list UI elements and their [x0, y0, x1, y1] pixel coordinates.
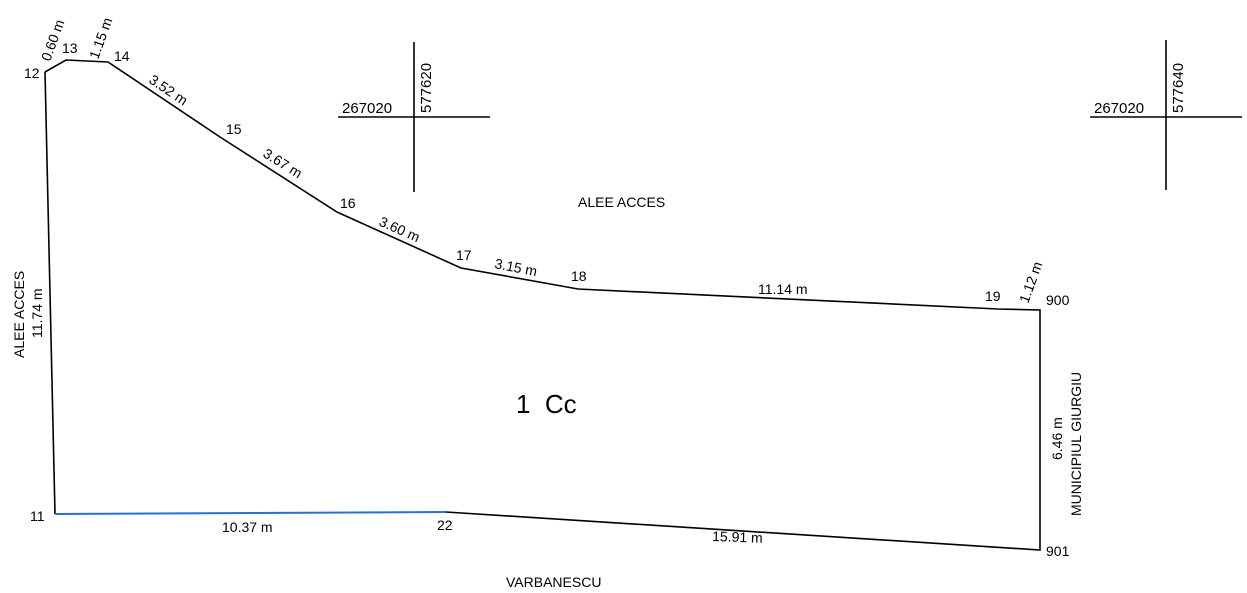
point-label-17: 17: [456, 247, 472, 263]
dimension-11-12: 11.74 m: [29, 288, 45, 338]
grid-mark-1-y-label: 577620: [418, 63, 435, 113]
point-label-11: 11: [30, 508, 45, 524]
parcel-boundary: [44, 59, 1041, 551]
north-boundary-line: [44, 59, 1041, 551]
point-label-19: 19: [985, 288, 1001, 304]
parcel-label: 1 Cc: [516, 389, 577, 419]
grid-mark-1: 267020 577620: [338, 42, 490, 192]
grid-mark-2-y-label: 577640: [1170, 63, 1187, 113]
neighbor-labels: ALEE ACCES ALEE ACCES MUNICIPIUL GIURGIU…: [11, 194, 1084, 590]
grid-mark-1-x-label: 267020: [342, 100, 392, 117]
dimension-11-22: 10.37 m: [222, 519, 273, 535]
dimension-labels: 0.60 m 1.15 m 3.52 m 3.67 m 3.60 m 3.15 …: [29, 15, 1065, 545]
neighbor-east: MUNICIPIUL GIURGIU: [1068, 372, 1084, 516]
point-labels: 11 12 13 14 15 16 17 18 19 900 901 22: [24, 40, 1070, 559]
dimension-15-16: 3.67 m: [260, 145, 305, 181]
grid-mark-2-x-label: 267020: [1094, 100, 1144, 117]
point-label-901: 901: [1046, 543, 1070, 559]
neighbor-north: ALEE ACCES: [578, 194, 665, 210]
point-label-900: 900: [1046, 292, 1070, 308]
dimension-22-901: 15.91 m: [712, 528, 763, 546]
dimension-18-19: 11.14 m: [758, 281, 808, 297]
neighbor-west: ALEE ACCES: [11, 271, 27, 358]
dimension-19-900: 1.12 m: [1016, 259, 1046, 305]
point-label-14: 14: [114, 48, 130, 64]
south-boundary-line: [54, 511, 447, 515]
point-label-13: 13: [62, 40, 78, 56]
point-label-18: 18: [571, 268, 587, 284]
dimension-13-14: 1.15 m: [86, 15, 116, 61]
point-label-12: 12: [24, 65, 40, 81]
point-label-15: 15: [226, 121, 242, 137]
point-label-22: 22: [437, 517, 453, 533]
dimension-900-901: 6.46 m: [1049, 417, 1065, 460]
west-boundary-line: [44, 71, 56, 515]
neighbor-south: VARBANESCU: [506, 574, 601, 590]
grid-mark-2: 267020 577640: [1090, 40, 1242, 190]
point-label-16: 16: [340, 195, 356, 211]
